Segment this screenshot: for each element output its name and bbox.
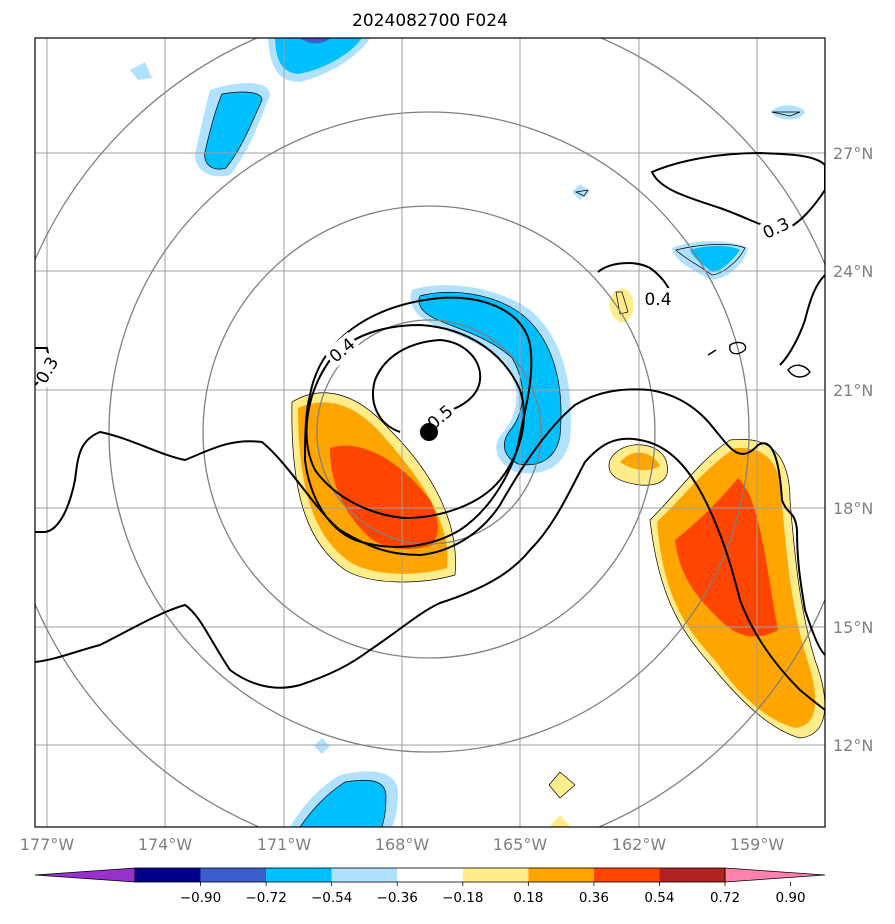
colorbar-tick-label: 0.72	[710, 890, 740, 906]
lat-label: 12°N	[833, 736, 873, 755]
latitude-labels: 27°N 24°N 21°N 18°N 15°N 12°N	[833, 144, 873, 755]
lat-label: 21°N	[833, 381, 873, 400]
storm-center-dot	[420, 423, 438, 441]
colorbar-extend-high	[724, 867, 826, 883]
fill-pos-small-3	[609, 288, 634, 323]
colorbar-tick-label: −0.54	[311, 890, 352, 906]
colorbar-frame	[134, 867, 726, 883]
colorbar-segment	[331, 868, 398, 882]
lat-label: 24°N	[833, 262, 873, 281]
contour-label: 0.4	[644, 290, 671, 310]
colorbar-tick-label: 0.18	[513, 890, 543, 906]
range-rings	[35, 38, 825, 827]
contour-lines	[35, 151, 825, 711]
colorbar-tick-label: −0.72	[245, 890, 286, 906]
fill-pos-small-4	[549, 772, 575, 798]
contour-small-2	[787, 364, 811, 378]
fill-neg-2-top	[275, 38, 362, 74]
fill-neg-3-top	[300, 38, 330, 44]
colorbar-extend-low	[34, 867, 136, 883]
colorbar-segment	[462, 868, 529, 882]
fill-neg-small-2	[770, 105, 805, 120]
contour-small-1	[729, 341, 747, 355]
graticule	[35, 38, 825, 827]
lon-label: 165°W	[493, 835, 548, 854]
colorbar-segment	[397, 868, 463, 882]
contour-0-3-mid	[35, 437, 825, 711]
lon-label: 174°W	[138, 835, 193, 854]
fill-neg-2-east	[690, 245, 740, 272]
lon-label: 171°W	[257, 835, 312, 854]
colorbar-segment	[266, 868, 332, 882]
colorbar-tick-label: −0.90	[180, 890, 221, 906]
contour-0-3-northeast	[650, 151, 825, 234]
fill-neg-small-4	[314, 738, 330, 754]
colorbar-tick-label: −0.36	[377, 890, 418, 906]
lon-label: 177°W	[20, 835, 75, 854]
colorbar-segment	[659, 868, 725, 882]
map-title: 2024082700 F024	[352, 11, 508, 31]
map-area: 0.3 0.4 0.4 0.3 0.5	[35, 38, 825, 827]
fill-outlines	[204, 91, 825, 827]
contour-0-3-south	[35, 388, 825, 656]
negative-anomaly-fill	[130, 38, 805, 827]
contour-0-4-east	[597, 262, 671, 293]
colorbar-tick-label: 0.90	[776, 890, 806, 906]
colorbar: −0.90 −0.72 −0.54 −0.36 −0.18 0.18 0.36 0.54 0.7…	[34, 867, 826, 906]
contour-east-edge	[779, 274, 825, 366]
lat-label: 15°N	[833, 618, 873, 637]
fill-neg-2-north	[204, 92, 262, 170]
colorbar-segment	[200, 868, 267, 882]
contour-0-4-outer	[303, 296, 533, 548]
fill-neg-2-south	[300, 780, 386, 827]
fill-pos-3-east	[675, 478, 778, 637]
colorbar-segment	[528, 868, 594, 882]
colorbar-segment	[135, 868, 201, 882]
contour-0-4-inner	[305, 323, 525, 520]
fill-neg-small-3	[572, 184, 590, 200]
contour-small-3	[707, 349, 717, 356]
colorbar-tick-label: −0.18	[442, 890, 483, 906]
fill-neg-small-1	[130, 62, 152, 80]
fill-pos-3-west	[330, 445, 438, 550]
colorbar-tick-label: 0.36	[579, 890, 609, 906]
colorbar-segment	[593, 868, 660, 882]
colorbar-tick-label: 0.54	[644, 890, 674, 906]
lon-label: 162°W	[612, 835, 667, 854]
fill-neg-2-center	[418, 292, 562, 465]
fill-pos-small-5	[548, 815, 572, 827]
lat-label: 27°N	[833, 144, 873, 163]
longitude-labels: 177°W 174°W 171°W 168°W 165°W 162°W 159°…	[20, 835, 785, 854]
map-frame	[34, 37, 826, 828]
fill-pos-small-2	[620, 452, 660, 471]
lon-label: 168°W	[375, 835, 430, 854]
lon-label: 159°W	[730, 835, 785, 854]
lat-label: 18°N	[833, 499, 873, 518]
